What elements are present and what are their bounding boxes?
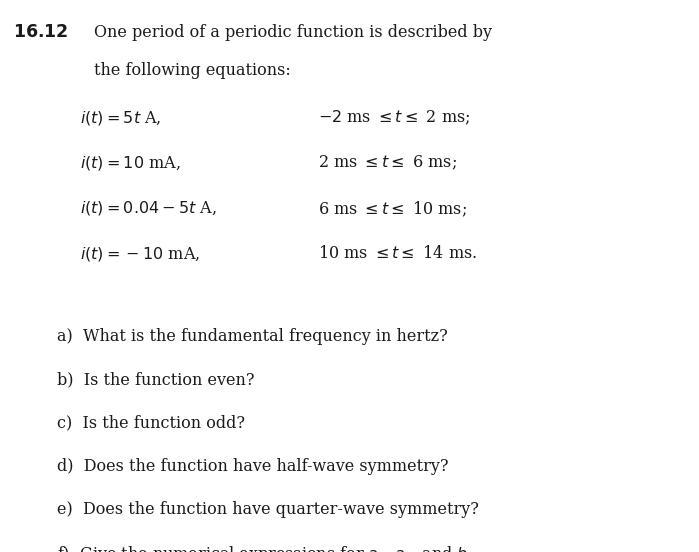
Text: d)  Does the function have half-wave symmetry?: d) Does the function have half-wave symm… xyxy=(57,458,449,475)
Text: 2 ms $\leq t \leq$ 6 ms;: 2 ms $\leq t \leq$ 6 ms; xyxy=(318,154,457,172)
Text: $i(t) = 5t$ A,: $i(t) = 5t$ A, xyxy=(80,109,162,127)
Text: f)  Give the numerical expressions for $a_v$, $a_k$, and $b_k$.: f) Give the numerical expressions for $a… xyxy=(57,544,480,552)
Text: One period of a periodic function is described by: One period of a periodic function is des… xyxy=(94,24,492,41)
Text: $i(t) = 0.04 - 5t$ A,: $i(t) = 0.04 - 5t$ A, xyxy=(80,199,217,217)
Text: a)  What is the fundamental frequency in hertz?: a) What is the fundamental frequency in … xyxy=(57,328,448,346)
Text: c)  Is the function odd?: c) Is the function odd? xyxy=(57,415,245,432)
Text: $i(t) = 10$ mA,: $i(t) = 10$ mA, xyxy=(80,154,181,172)
Text: $-2$ ms $\leq t \leq$ 2 ms;: $-2$ ms $\leq t \leq$ 2 ms; xyxy=(318,109,470,127)
Text: $i(t) = -10$ mA,: $i(t) = -10$ mA, xyxy=(80,245,201,263)
Text: 6 ms $\leq t \leq$ 10 ms;: 6 ms $\leq t \leq$ 10 ms; xyxy=(318,199,467,219)
Text: the following equations:: the following equations: xyxy=(94,62,291,79)
Text: b)  Is the function even?: b) Is the function even? xyxy=(57,371,255,389)
Text: $\mathbf{16.12}$: $\mathbf{16.12}$ xyxy=(13,24,68,41)
Text: 10 ms $\leq t \leq$ 14 ms.: 10 ms $\leq t \leq$ 14 ms. xyxy=(318,245,477,262)
Text: e)  Does the function have quarter-wave symmetry?: e) Does the function have quarter-wave s… xyxy=(57,501,480,518)
